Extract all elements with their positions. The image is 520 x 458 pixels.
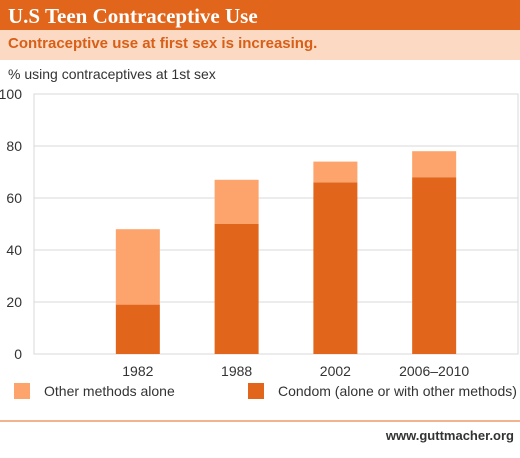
y-tick-label: 100 [0, 86, 22, 102]
y-tick-label: 40 [6, 242, 22, 258]
x-tick-label: 2006–2010 [399, 363, 469, 379]
x-tick-label: 1982 [122, 363, 153, 379]
x-tick-label: 2002 [320, 363, 351, 379]
bar-layer [115, 151, 457, 354]
legend: Other methods alone Condom (alone or with… [14, 383, 517, 399]
y-tick-label: 0 [14, 346, 22, 362]
bar-segment-other-methods [214, 179, 259, 224]
header-bar: U.S Teen Contraceptive Use [0, 0, 520, 30]
legend-label: Other methods alone [44, 383, 175, 399]
legend-label: Condom (alone or with other methods) [278, 383, 517, 399]
bar-segment-other-methods [313, 161, 358, 183]
page-title: U.S Teen Contraceptive Use [8, 4, 258, 28]
bar-segment-other-methods [412, 151, 457, 178]
bar-segment-other-methods [115, 229, 160, 305]
x-tick-label: 1988 [221, 363, 252, 379]
footer-divider [0, 420, 520, 422]
subheader-band: Contraceptive use at first sex is increa… [0, 30, 520, 60]
footer-url: www.guttmacher.org [385, 428, 514, 443]
legend-swatch [14, 383, 30, 399]
y-tick-label: 80 [6, 138, 22, 154]
y-axis-label: % using contraceptives at 1st sex [8, 66, 216, 82]
tick-layer: 0 20 40 60 80 100 1982 1988 2002 2006–2010 [0, 86, 469, 379]
bar-segment-condom [214, 224, 259, 354]
subtitle: Contraceptive use at first sex is increa… [8, 35, 318, 52]
bar-segment-condom [412, 177, 457, 354]
y-tick-label: 60 [6, 190, 22, 206]
bar-segment-condom [115, 304, 160, 354]
legend-swatch [248, 383, 264, 399]
bar-chart: % using contraceptives at 1st sex 0 20 40 6… [0, 60, 520, 418]
y-tick-label: 20 [6, 294, 22, 310]
bar-segment-condom [313, 182, 358, 354]
